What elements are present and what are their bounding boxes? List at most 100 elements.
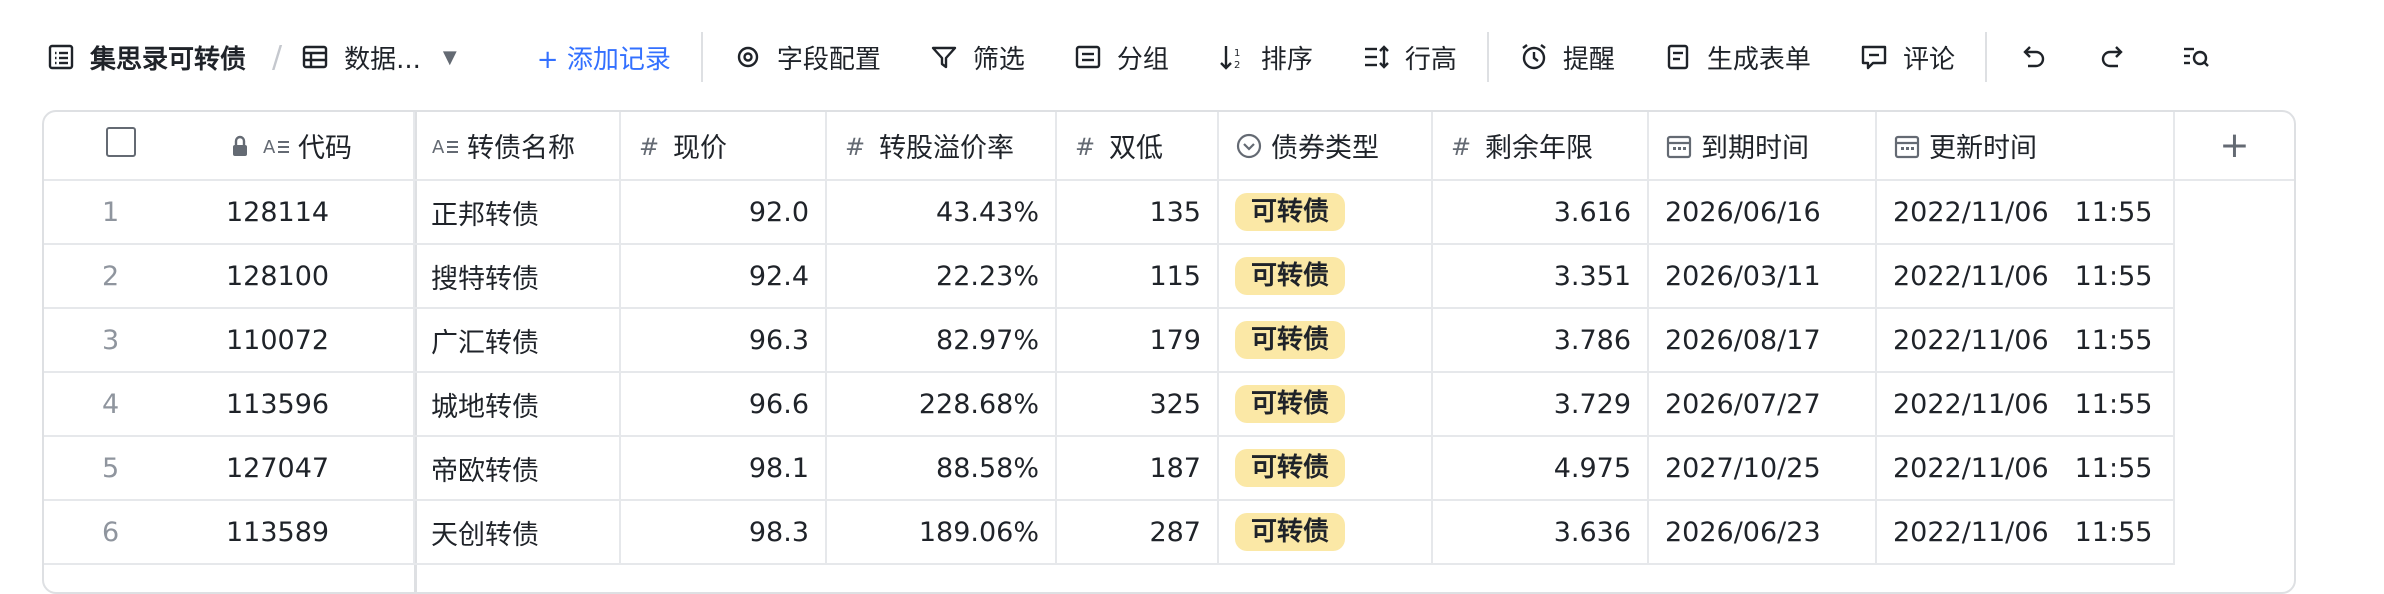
add-column-button[interactable]: + <box>2174 112 2294 181</box>
column-header-remaining[interactable]: # 剩余年限 <box>1432 112 1649 181</box>
cell-code[interactable]: 113589 <box>226 500 415 565</box>
view-switcher[interactable]: 数据... ▼ <box>300 29 457 85</box>
cell-remaining[interactable]: 3.351 <box>1432 244 1649 309</box>
cell-double-low[interactable]: 325 <box>1056 372 1219 437</box>
cell-code[interactable]: 128114 <box>226 180 415 245</box>
table-row[interactable]: 4 113596 城地转债 96.6 228.68% 325 可转债 3.729… <box>44 372 2294 437</box>
updated-date: 2022/11/06 <box>1893 388 2049 420</box>
search-icon <box>2181 42 2211 72</box>
cell-name[interactable]: 城地转债 <box>414 372 621 437</box>
select-all-cell[interactable] <box>44 112 226 181</box>
cell-maturity[interactable]: 2026/06/16 <box>1648 180 1877 245</box>
cell-price[interactable]: 98.3 <box>620 500 827 565</box>
cell-name[interactable]: 搜特转债 <box>414 244 621 309</box>
updated-date: 2022/11/06 <box>1893 452 2049 484</box>
cell-double-low[interactable]: 287 <box>1056 500 1219 565</box>
cell-maturity[interactable]: 2027/10/25 <box>1648 436 1877 501</box>
view-name: 数据... <box>344 44 421 75</box>
table-row[interactable]: 1 128114 正邦转债 92.0 43.43% 135 可转债 3.616 … <box>44 180 2294 245</box>
cell-price[interactable]: 92.4 <box>620 244 827 309</box>
filter-label: 筛选 <box>972 44 1025 75</box>
column-header-bond-type[interactable]: 债券类型 <box>1218 112 1433 181</box>
cell-remaining[interactable]: 3.636 <box>1432 500 1649 565</box>
cell-maturity[interactable]: 2026/03/11 <box>1648 244 1877 309</box>
column-header-price[interactable]: # 现价 <box>620 112 827 181</box>
cell-premium[interactable]: 82.97% <box>826 308 1057 373</box>
row-index: 2 <box>44 244 226 309</box>
cell-maturity[interactable]: 2026/06/23 <box>1648 500 1877 565</box>
cell-double-low[interactable]: 135 <box>1056 180 1219 245</box>
cell-bond-type[interactable]: 可转债 <box>1218 500 1433 565</box>
add-record-button[interactable]: + 添加记录 <box>536 44 671 75</box>
cell-double-low[interactable]: 179 <box>1056 308 1219 373</box>
table-row[interactable]: 3 110072 广汇转债 96.3 82.97% 179 可转债 3.786 … <box>44 308 2294 373</box>
toolbar-divider <box>700 32 703 82</box>
reminder-button[interactable]: 提醒 <box>1519 29 1615 85</box>
cell-code[interactable]: 110072 <box>226 308 415 373</box>
table-row[interactable]: 6 113589 天创转债 98.3 189.06% 287 可转债 3.636… <box>44 500 2294 565</box>
column-header-premium[interactable]: # 转股溢价率 <box>826 112 1057 181</box>
plus-icon: + <box>2219 125 2250 166</box>
group-button[interactable]: 分组 <box>1073 29 1169 85</box>
comment-button[interactable]: 评论 <box>1859 29 1955 85</box>
cell-remaining[interactable]: 3.729 <box>1432 372 1649 437</box>
field-config-button[interactable]: 字段配置 <box>733 29 881 85</box>
cell-code[interactable]: 127047 <box>226 436 415 501</box>
column-header-double-low[interactable]: # 双低 <box>1056 112 1219 181</box>
cell-premium[interactable]: 43.43% <box>826 180 1057 245</box>
cell-code[interactable]: 128100 <box>226 244 415 309</box>
cell-code[interactable]: 113596 <box>226 372 415 437</box>
cell-remaining[interactable]: 4.975 <box>1432 436 1649 501</box>
column-header-maturity[interactable]: 到期时间 <box>1648 112 1877 181</box>
chevron-down-icon[interactable]: ▼ <box>442 46 457 68</box>
cell-price[interactable]: 92.0 <box>620 180 827 245</box>
cell-maturity[interactable]: 2026/08/17 <box>1648 308 1877 373</box>
cell-bond-type[interactable]: 可转债 <box>1218 308 1433 373</box>
calendar-icon <box>1665 132 1693 160</box>
row-height-label: 行高 <box>1404 44 1457 75</box>
cell-name[interactable]: 广汇转债 <box>414 308 621 373</box>
column-header-code[interactable]: A 代码 <box>226 112 415 181</box>
cell-remaining[interactable]: 3.616 <box>1432 180 1649 245</box>
cell-remaining[interactable]: 3.786 <box>1432 308 1649 373</box>
cell-bond-type[interactable]: 可转债 <box>1218 436 1433 501</box>
column-header-label: 转债名称 <box>467 133 575 164</box>
cell-double-low[interactable]: 187 <box>1056 436 1219 501</box>
table-row[interactable]: 5 127047 帝欧转债 98.1 88.58% 187 可转债 4.975 … <box>44 436 2294 501</box>
cell-maturity[interactable]: 2026/07/27 <box>1648 372 1877 437</box>
cell-price[interactable]: 96.3 <box>620 308 827 373</box>
updated-time: 11:55 <box>2074 324 2153 356</box>
cell-bond-type[interactable]: 可转债 <box>1218 180 1433 245</box>
column-header-updated[interactable]: 更新时间 <box>1876 112 2175 181</box>
redo-button[interactable] <box>2099 29 2143 85</box>
cell-name[interactable]: 正邦转债 <box>414 180 621 245</box>
cell-updated[interactable]: 2022/11/06 11:55 <box>1876 308 2175 373</box>
table-row[interactable]: 2 128100 搜特转债 92.4 22.23% 115 可转债 3.351 … <box>44 244 2294 309</box>
cell-updated[interactable]: 2022/11/06 11:55 <box>1876 436 2175 501</box>
base-title[interactable]: 集思录可转债 <box>46 29 246 85</box>
row-height-button[interactable]: 行高 <box>1361 29 1457 85</box>
select-all-checkbox[interactable] <box>106 127 136 157</box>
undo-button[interactable] <box>2017 29 2061 85</box>
cell-premium[interactable]: 228.68% <box>826 372 1057 437</box>
cell-bond-type[interactable]: 可转债 <box>1218 244 1433 309</box>
generate-form-button[interactable]: 生成表单 <box>1663 29 1811 85</box>
cell-updated[interactable]: 2022/11/06 11:55 <box>1876 244 2175 309</box>
cell-updated[interactable]: 2022/11/06 11:55 <box>1876 500 2175 565</box>
cell-premium[interactable]: 189.06% <box>826 500 1057 565</box>
cell-updated[interactable]: 2022/11/06 11:55 <box>1876 372 2175 437</box>
search-button[interactable] <box>2181 29 2225 85</box>
cell-name[interactable]: 天创转债 <box>414 500 621 565</box>
column-header-name[interactable]: A 转债名称 <box>414 112 621 181</box>
svg-text:#: # <box>1451 133 1471 160</box>
cell-name[interactable]: 帝欧转债 <box>414 436 621 501</box>
cell-updated[interactable]: 2022/11/06 11:55 <box>1876 180 2175 245</box>
cell-double-low[interactable]: 115 <box>1056 244 1219 309</box>
cell-premium[interactable]: 88.58% <box>826 436 1057 501</box>
cell-price[interactable]: 96.6 <box>620 372 827 437</box>
cell-bond-type[interactable]: 可转债 <box>1218 372 1433 437</box>
filter-button[interactable]: 筛选 <box>929 29 1025 85</box>
cell-premium[interactable]: 22.23% <box>826 244 1057 309</box>
cell-price[interactable]: 98.1 <box>620 436 827 501</box>
